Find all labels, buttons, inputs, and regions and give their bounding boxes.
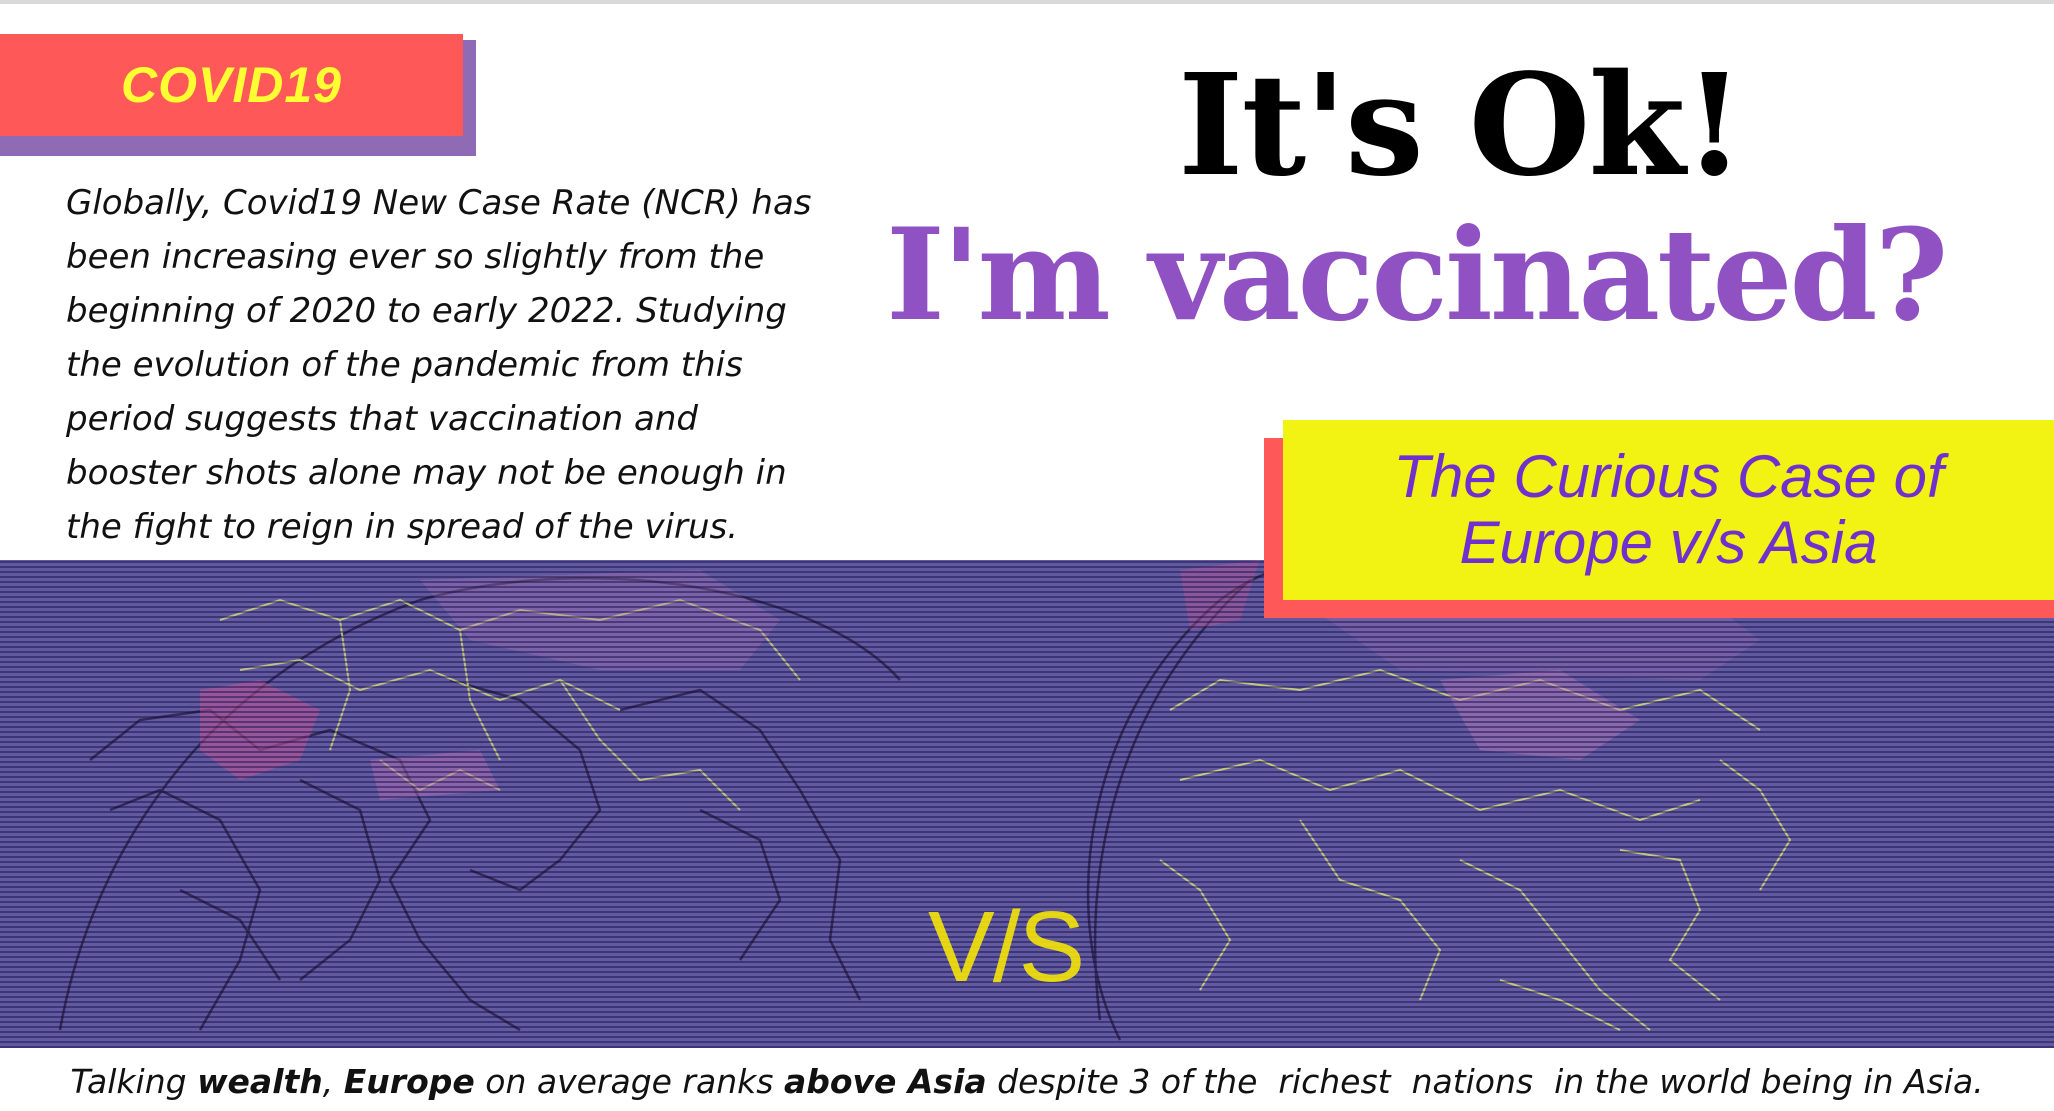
versus-label: V/S bbox=[928, 891, 1085, 1003]
footer-emphasis: Europe bbox=[343, 1062, 475, 1101]
covid19-tag-label: COVID19 bbox=[121, 57, 342, 113]
subtitle-line: Europe v/s Asia bbox=[1459, 509, 1878, 576]
intro-line: been increasing ever so slightly from th… bbox=[66, 237, 765, 277]
subtitle-box: The Curious Case of Europe v/s Asia bbox=[1283, 420, 2054, 600]
subtitle-line: The Curious Case of bbox=[1393, 443, 1944, 510]
footer-emphasis: wealth bbox=[197, 1062, 323, 1101]
world-map-band: V/S bbox=[0, 560, 2054, 1048]
scanline-overlay bbox=[0, 560, 2054, 1048]
intro-line: period suggests that vaccination and bbox=[66, 399, 698, 439]
footer-text: despite 3 of the richest nations in the … bbox=[986, 1062, 1984, 1101]
footer-text: on average ranks bbox=[474, 1062, 784, 1101]
intro-line: booster shots alone may not be enough in bbox=[66, 453, 787, 493]
intro-line: the evolution of the pandemic from this bbox=[66, 345, 743, 385]
footer-text: Talking bbox=[70, 1062, 198, 1101]
headline-its-ok: It's Ok! bbox=[1178, 44, 1745, 208]
footer-caption: Talking wealth, Europe on average ranks … bbox=[0, 1062, 2054, 1101]
footer-text: , bbox=[322, 1062, 344, 1101]
covid19-tag: COVID19 bbox=[0, 34, 463, 136]
intro-line: Globally, Covid19 New Case Rate (NCR) ha… bbox=[66, 183, 812, 223]
top-rule bbox=[0, 0, 2054, 4]
intro-paragraph: Globally, Covid19 New Case Rate (NCR) ha… bbox=[66, 176, 828, 554]
intro-line: beginning of 2020 to early 2022. Studyin… bbox=[66, 291, 787, 331]
footer-emphasis: above Asia bbox=[783, 1062, 987, 1101]
headline-vaccinated: I'm vaccinated? bbox=[886, 201, 1948, 349]
intro-line: the fight to reign in spread of the viru… bbox=[66, 507, 739, 547]
